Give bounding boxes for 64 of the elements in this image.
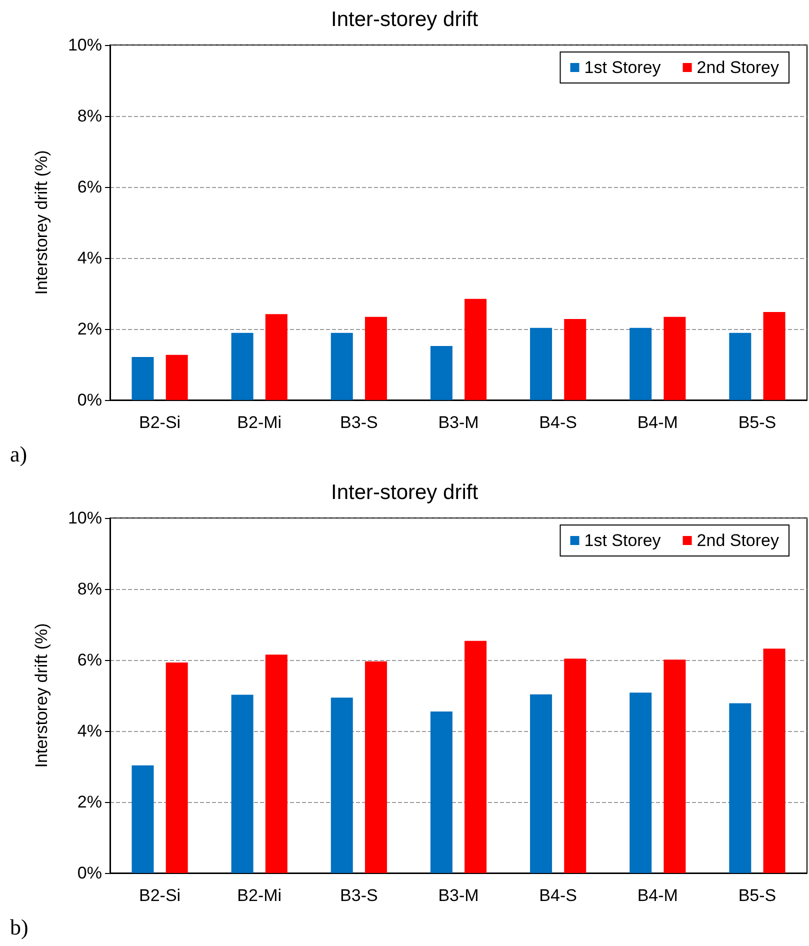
chart-title: Inter-storey drift	[330, 8, 478, 31]
chart-title: Inter-storey drift	[330, 481, 478, 504]
bar	[630, 692, 652, 873]
bar	[763, 648, 786, 873]
bar	[664, 316, 686, 400]
y-tick-label: 4%	[77, 248, 102, 268]
bar	[364, 661, 387, 873]
y-axis-title: Interstorey drift (%)	[32, 623, 51, 768]
x-tick-label: B2-Si	[138, 886, 181, 905]
x-tick-label: B3-M	[438, 413, 479, 432]
y-tick-label: 10%	[68, 36, 102, 54]
x-tick-label: B4-S	[539, 413, 577, 432]
legend-label: 1st Storey	[584, 531, 662, 550]
x-tick-label: B2-Mi	[237, 413, 282, 432]
bar	[364, 316, 387, 400]
x-tick-label: B3-S	[340, 886, 378, 905]
y-tick-label: 6%	[77, 650, 102, 670]
y-tick-label: 4%	[77, 722, 102, 740]
bar	[729, 332, 752, 400]
bar	[630, 328, 652, 400]
legend-label: 2nd Storey	[696, 531, 780, 550]
x-tick-label: B4-M	[637, 413, 678, 432]
x-tick-label: B5-S	[738, 413, 776, 432]
bar	[729, 703, 752, 873]
y-axis-title: Interstorey drift (%)	[32, 150, 51, 295]
bar	[330, 332, 353, 400]
y-tick-label: 2%	[77, 320, 102, 338]
bar	[530, 328, 552, 400]
bar	[330, 698, 353, 873]
bar	[763, 312, 786, 400]
legend-label: 2nd Storey	[696, 58, 780, 77]
bar	[265, 314, 288, 400]
bar	[231, 694, 254, 873]
y-tick-label: 6%	[77, 178, 102, 196]
bar	[430, 711, 452, 873]
x-tick-label: B2-Si	[138, 413, 181, 432]
bar	[132, 765, 154, 873]
bar	[530, 694, 552, 873]
bar	[664, 660, 686, 873]
x-tick-label: B3-S	[340, 413, 378, 432]
y-tick-label: 2%	[77, 792, 102, 812]
x-tick-label: B4-M	[637, 886, 678, 905]
legend-label: 1st Storey	[584, 58, 662, 77]
bar	[430, 346, 452, 400]
bar	[564, 658, 586, 873]
x-tick-label: B4-S	[539, 886, 577, 905]
text: b)	[10, 914, 28, 940]
x-tick-label: B2-Mi	[237, 886, 282, 905]
text: a)	[10, 442, 28, 466]
bar	[166, 354, 188, 400]
x-tick-label: B3-M	[438, 886, 479, 905]
bar	[265, 654, 288, 873]
x-tick-label: B5-S	[738, 886, 776, 905]
bar	[166, 662, 188, 873]
bar	[132, 357, 154, 400]
bar	[231, 332, 254, 400]
y-tick-label: 8%	[77, 580, 102, 598]
y-tick-label: 8%	[77, 106, 102, 126]
y-tick-label: 0%	[77, 390, 102, 410]
y-tick-label: 10%	[68, 508, 102, 528]
bar	[564, 319, 586, 400]
y-tick-label: 0%	[77, 864, 102, 882]
bar	[464, 640, 487, 873]
bar	[464, 298, 487, 400]
